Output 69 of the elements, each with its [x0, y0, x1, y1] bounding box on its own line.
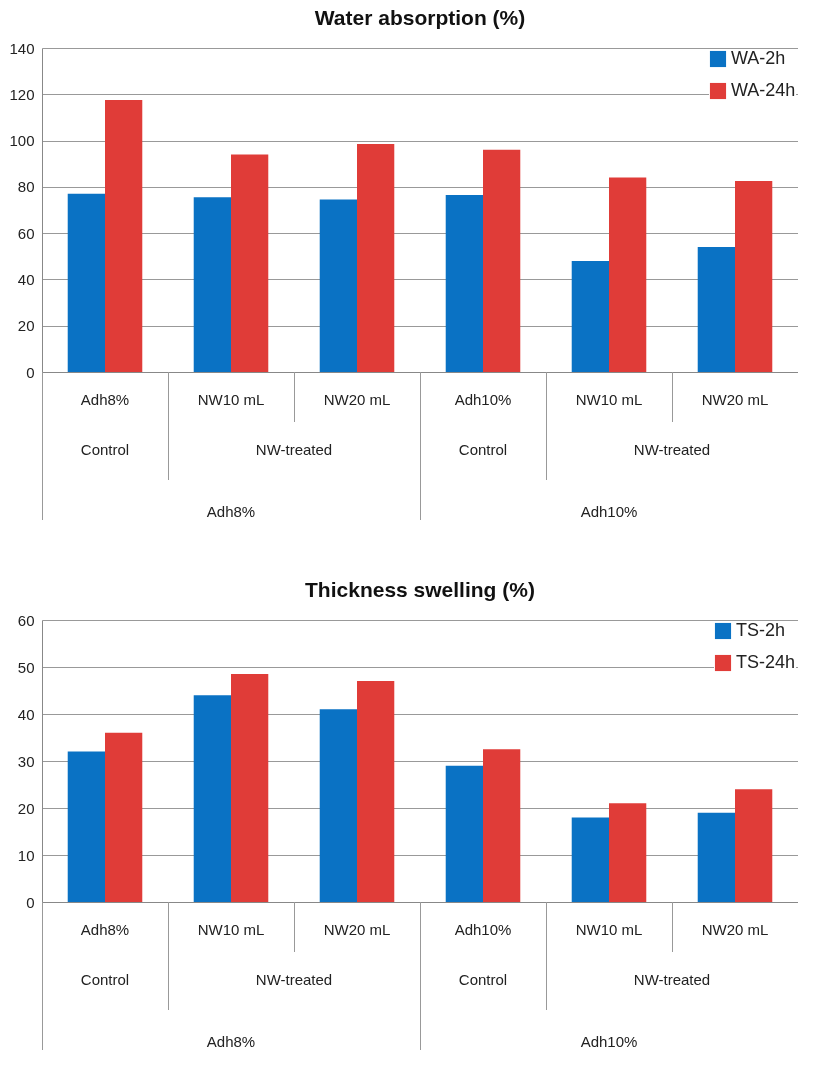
bar: [67, 193, 105, 372]
text: Control: [458, 441, 508, 458]
bar: [697, 812, 735, 902]
x-tick-label: NW20 mL: [323, 920, 391, 938]
x-tick-label: NW20 mL: [701, 920, 769, 938]
text: Adh10%: [580, 503, 638, 520]
y-tick-label: 60: [17, 611, 35, 629]
y-tick-label: 0: [26, 363, 35, 381]
bar: [319, 199, 357, 372]
y-tick-label: 0: [26, 893, 35, 911]
y-tick-label: 60: [17, 224, 35, 242]
y-tick-label: 30: [17, 752, 35, 770]
y-tick-label: 10: [17, 846, 35, 864]
bar: [319, 709, 357, 902]
x-tick-label: NW10 mL: [575, 390, 643, 408]
bar: [483, 749, 521, 902]
bar: [609, 177, 647, 372]
x-tick-label: NW10 mL: [197, 920, 265, 938]
y-tick-label: 100: [9, 132, 35, 150]
text: NW-treated: [255, 971, 333, 988]
y-tick-label: 40: [17, 705, 35, 723]
x-tick-label: Adh10%: [454, 390, 512, 408]
bar: [735, 181, 773, 372]
x-tick-label: NW10 mL: [197, 390, 265, 408]
x-tick-label: NW10 mL: [575, 920, 643, 938]
bar: [231, 674, 269, 902]
legend-label: WA-2h: [731, 48, 786, 68]
bar: [357, 681, 395, 902]
y-tick-label: 140: [9, 39, 35, 57]
chart-title: Thickness swelling (%): [305, 578, 535, 601]
y-tick-label: 20: [17, 317, 35, 335]
x-tick-label: Adh10%: [454, 920, 512, 938]
bar: [67, 751, 105, 902]
text: Control: [80, 971, 130, 988]
text: Control: [458, 971, 508, 988]
bar: [571, 260, 609, 372]
x-tick-label: Adh8%: [80, 920, 130, 938]
chart-title: Water absorption (%): [314, 6, 526, 29]
text: NW-treated: [633, 441, 711, 458]
x-tick-label: NW20 mL: [701, 390, 769, 408]
text: Adh8%: [206, 503, 256, 520]
bar: [445, 194, 483, 372]
y-tick-label: 20: [17, 799, 35, 817]
y-tick-label: 120: [9, 85, 35, 103]
text: NW-treated: [255, 441, 333, 458]
bar: [193, 197, 231, 372]
y-tick-label: 40: [17, 270, 35, 288]
bar: [609, 803, 647, 902]
text: Control: [80, 441, 130, 458]
bar: [231, 154, 269, 372]
bar: [483, 149, 521, 372]
legend-label: TS-24h: [736, 652, 796, 672]
text: NW-treated: [633, 971, 711, 988]
bar: [571, 817, 609, 902]
x-tick-label: NW20 mL: [323, 390, 391, 408]
bar: [193, 695, 231, 902]
legend-label: WA-24h: [731, 80, 796, 100]
legend-label: TS-2h: [736, 620, 786, 640]
bar: [105, 100, 143, 372]
x-tick-label: Adh8%: [80, 390, 130, 408]
bar: [357, 144, 395, 372]
bar: [697, 247, 735, 372]
y-tick-label: 80: [17, 178, 35, 196]
bar: [735, 789, 773, 902]
text: Adh8%: [206, 1033, 256, 1050]
bar: [105, 732, 143, 902]
text: Adh10%: [580, 1033, 638, 1050]
bar: [445, 765, 483, 902]
y-tick-label: 50: [17, 658, 35, 676]
